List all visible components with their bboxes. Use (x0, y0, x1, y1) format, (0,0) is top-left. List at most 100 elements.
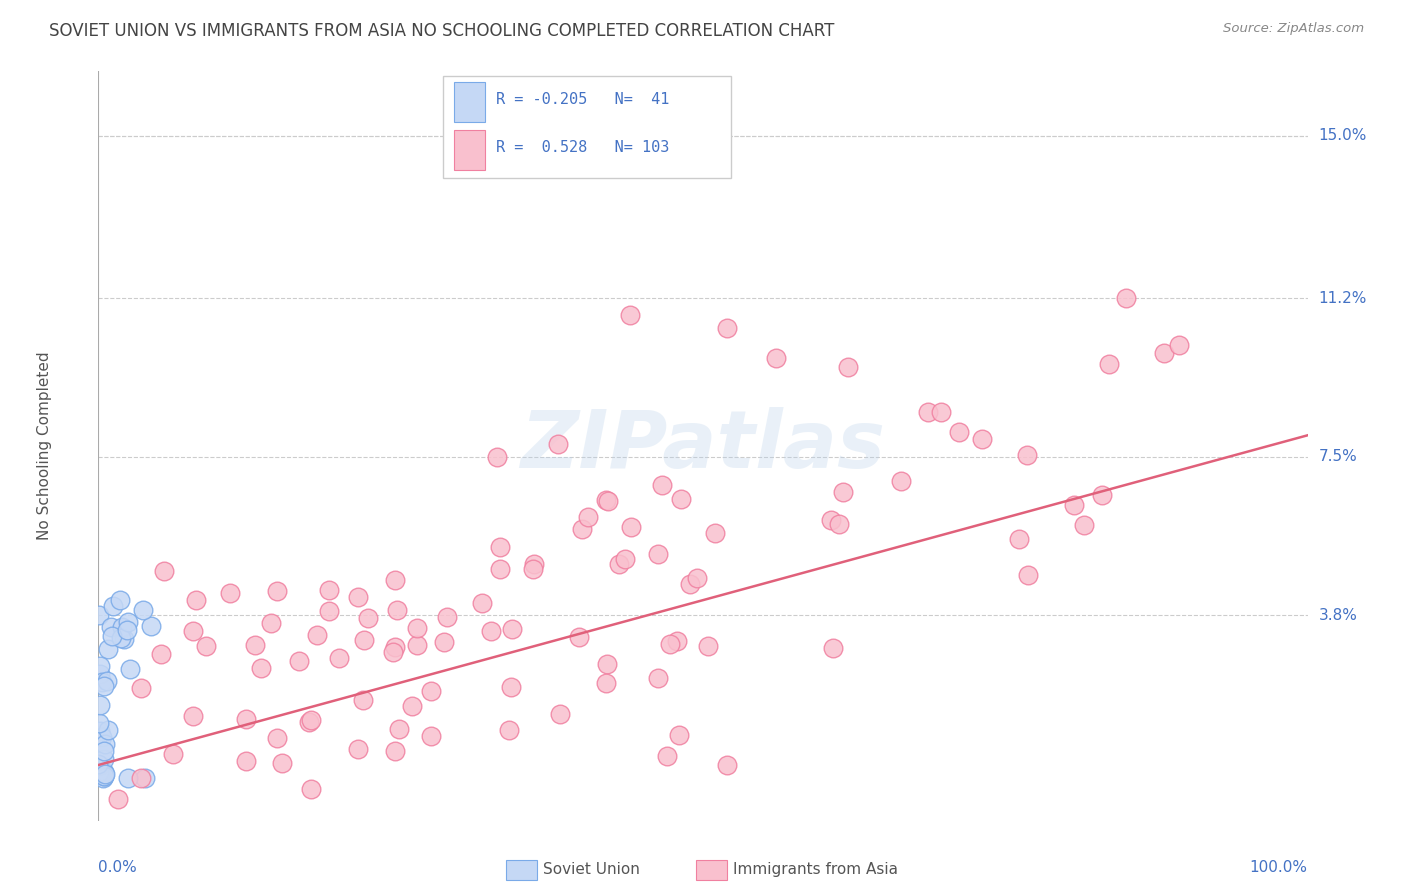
Point (101, 599, 124, 614)
Point (596, 493, 619, 508)
Point (1017, 568, 1039, 582)
Point (651, 478, 673, 492)
Point (87, 756, 110, 771)
Point (218, 586, 240, 600)
Point (87, 764, 110, 779)
Point (1115, 291, 1137, 305)
Point (271, 756, 294, 771)
Point (619, 309, 641, 323)
Point (384, 573, 406, 587)
Text: 7.5%: 7.5% (1319, 450, 1357, 464)
Point (547, 437, 569, 451)
Point (87, 765, 110, 780)
Point (91, 771, 114, 785)
Point (890, 474, 912, 488)
Point (108, 592, 131, 607)
Point (93, 679, 115, 693)
Point (821, 641, 844, 656)
Point (129, 772, 152, 786)
Point (595, 675, 617, 690)
Point (162, 747, 184, 762)
Text: No Schooling Completed: No Schooling Completed (37, 351, 52, 541)
Point (260, 615, 283, 630)
Point (93, 769, 115, 783)
Point (91, 675, 114, 690)
Text: Soviet Union: Soviet Union (543, 863, 640, 877)
Point (266, 731, 288, 745)
Point (134, 771, 156, 785)
Point (94, 737, 117, 751)
Point (382, 645, 405, 659)
Point (93, 744, 115, 758)
Point (828, 516, 851, 531)
Point (647, 547, 669, 561)
Point (716, 321, 738, 335)
Point (479, 624, 502, 639)
Point (89, 666, 111, 681)
Text: 3.8%: 3.8% (1319, 607, 1358, 623)
Point (658, 637, 681, 651)
Text: 15.0%: 15.0% (1319, 128, 1367, 143)
Point (89, 723, 111, 738)
Point (523, 557, 546, 571)
Point (347, 590, 370, 604)
Point (288, 654, 311, 668)
Point (100, 620, 122, 634)
Point (117, 615, 139, 629)
Point (235, 754, 257, 768)
Point (112, 632, 135, 647)
Point (195, 640, 218, 654)
Point (139, 619, 162, 633)
Point (384, 743, 406, 757)
Point (948, 425, 970, 440)
Text: ZIPatlas: ZIPatlas (520, 407, 886, 485)
Text: R =  0.528   N= 103: R = 0.528 N= 103 (496, 140, 669, 155)
Point (353, 633, 375, 648)
Point (619, 519, 641, 533)
Point (129, 681, 152, 695)
Point (1168, 337, 1191, 351)
Point (235, 712, 257, 726)
Point (548, 706, 571, 721)
Point (243, 638, 266, 652)
Point (93, 751, 115, 765)
Point (1098, 357, 1121, 371)
Point (249, 661, 271, 675)
Point (118, 662, 141, 676)
Point (318, 582, 340, 597)
Point (97, 642, 120, 657)
Point (1153, 346, 1175, 360)
Point (1017, 448, 1039, 462)
Point (347, 741, 370, 756)
Point (669, 492, 692, 507)
Point (666, 634, 689, 648)
Point (831, 485, 853, 500)
Point (703, 526, 725, 541)
Point (90, 765, 112, 780)
Point (613, 552, 636, 566)
Point (97, 723, 120, 737)
Point (406, 639, 429, 653)
Point (181, 709, 204, 723)
Point (576, 509, 599, 524)
Point (89, 698, 111, 713)
Text: R = -0.205   N=  41: R = -0.205 N= 41 (496, 92, 669, 107)
Point (820, 513, 842, 527)
Point (149, 647, 172, 661)
Point (184, 592, 207, 607)
Point (91, 730, 114, 744)
Point (89, 659, 111, 673)
Point (307, 628, 329, 642)
Point (107, 792, 129, 806)
Point (420, 729, 443, 743)
Point (486, 450, 509, 464)
Point (101, 629, 124, 643)
Point (328, 651, 350, 665)
Point (153, 565, 176, 579)
Point (111, 620, 134, 634)
Point (352, 693, 374, 707)
Point (266, 583, 288, 598)
Point (93, 767, 115, 781)
Point (571, 523, 593, 537)
Point (1091, 487, 1114, 501)
